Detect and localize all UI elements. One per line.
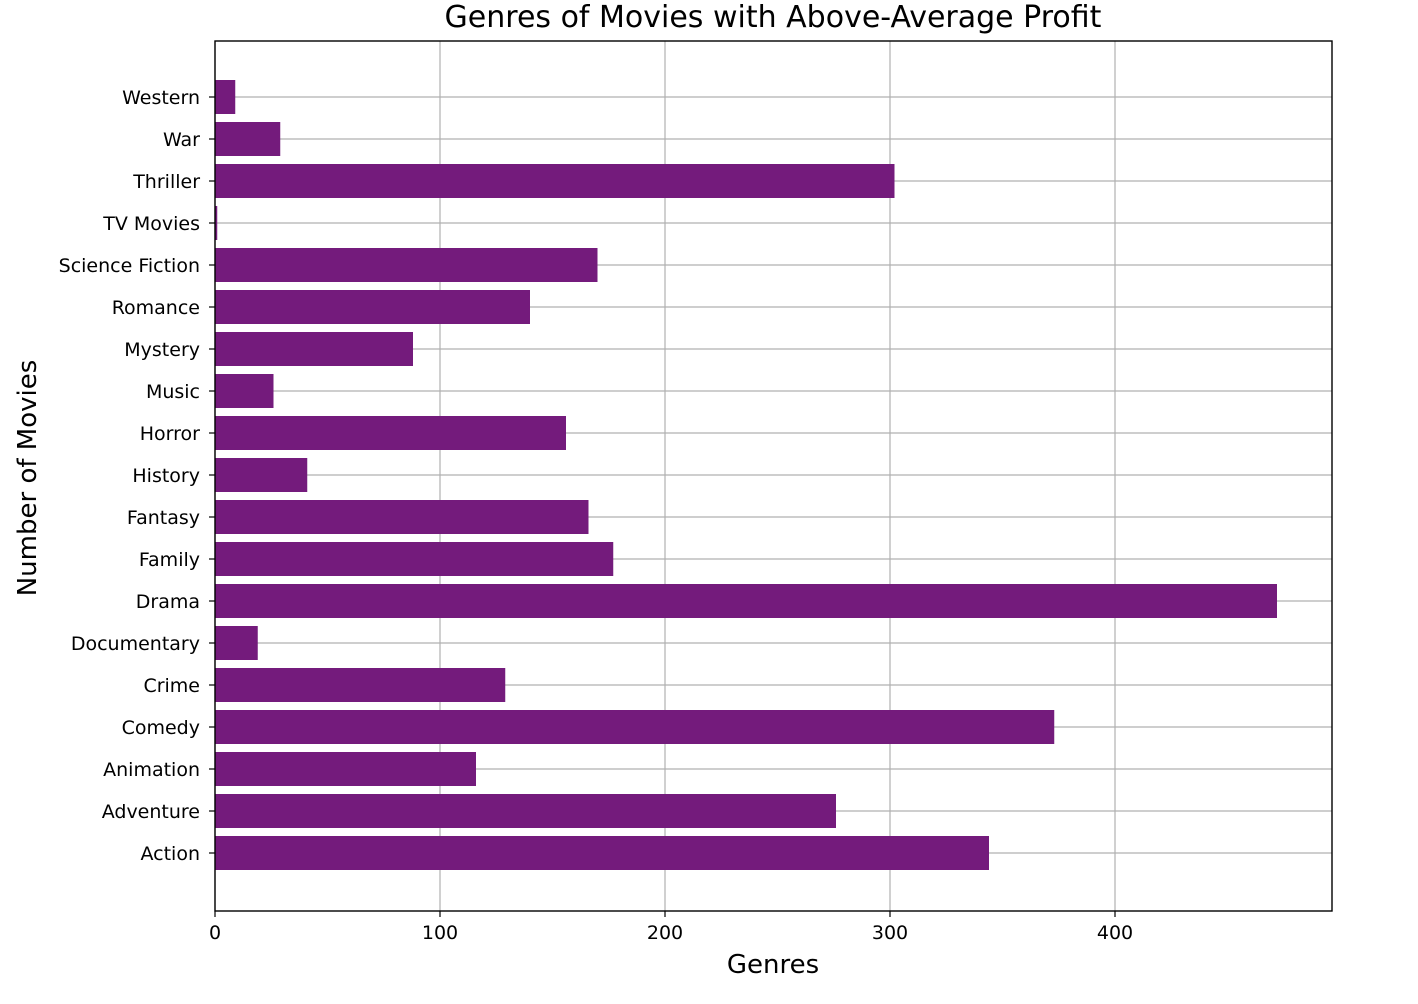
x-tick-label: 300 (872, 922, 908, 944)
bar-fantasy (215, 500, 589, 534)
plot-frame (214, 40, 1333, 912)
y-tick-label: TV Movies (102, 213, 200, 235)
bar-western (215, 80, 236, 114)
bar-horror (215, 416, 566, 450)
bar-documentary (215, 626, 258, 660)
bar-tv-movies (215, 206, 218, 240)
x-tick-label: 100 (422, 922, 458, 944)
y-tick-label: Crime (143, 675, 200, 697)
bar-history (215, 458, 308, 492)
y-axis-label: Number of Movies (13, 360, 43, 597)
y-tick-label: Horror (140, 423, 200, 445)
y-tick-label: Music (146, 381, 200, 403)
bar-science-fiction (215, 248, 598, 282)
bar-war (215, 122, 281, 156)
y-tick-label: Action (140, 843, 200, 865)
bar-music (215, 374, 274, 408)
bar-drama (215, 584, 1277, 618)
y-tick-label: Animation (103, 759, 200, 781)
bar-crime (215, 668, 506, 702)
y-tick-label: History (132, 465, 200, 487)
bar-adventure (215, 794, 836, 828)
bar-animation (215, 752, 476, 786)
bar-family (215, 542, 614, 576)
bar-romance (215, 290, 530, 324)
y-tick-label: Adventure (102, 801, 200, 823)
y-tick-label: Mystery (124, 339, 200, 361)
bar-mystery (215, 332, 413, 366)
y-tick-label: Romance (112, 297, 200, 319)
x-tick-label: 0 (209, 922, 221, 944)
y-tick-label: Drama (136, 591, 200, 613)
y-tick-label: Thriller (132, 171, 200, 193)
y-tick-label: Fantasy (127, 507, 200, 529)
bars (215, 80, 1277, 870)
x-axis-ticks: 0 100 200 300 400 (209, 911, 1133, 944)
x-tick-label: 200 (647, 922, 683, 944)
y-tick-label: Science Fiction (59, 255, 200, 277)
bar-thriller (215, 164, 895, 198)
x-tick-label: 400 (1097, 922, 1133, 944)
bar-action (215, 836, 989, 870)
y-tick-label: Comedy (122, 717, 200, 739)
chart-title: Genres of Movies with Above-Average Prof… (445, 0, 1102, 35)
y-axis-ticks: Action Adventure Animation Comedy Crime Docum… (59, 87, 215, 865)
y-tick-label: War (163, 129, 200, 151)
x-axis-label: Genres (727, 950, 819, 980)
y-tick-label: Documentary (71, 633, 200, 655)
bar-comedy (215, 710, 1055, 744)
y-tick-label: Western (122, 87, 200, 109)
y-tick-label: Family (139, 549, 200, 571)
